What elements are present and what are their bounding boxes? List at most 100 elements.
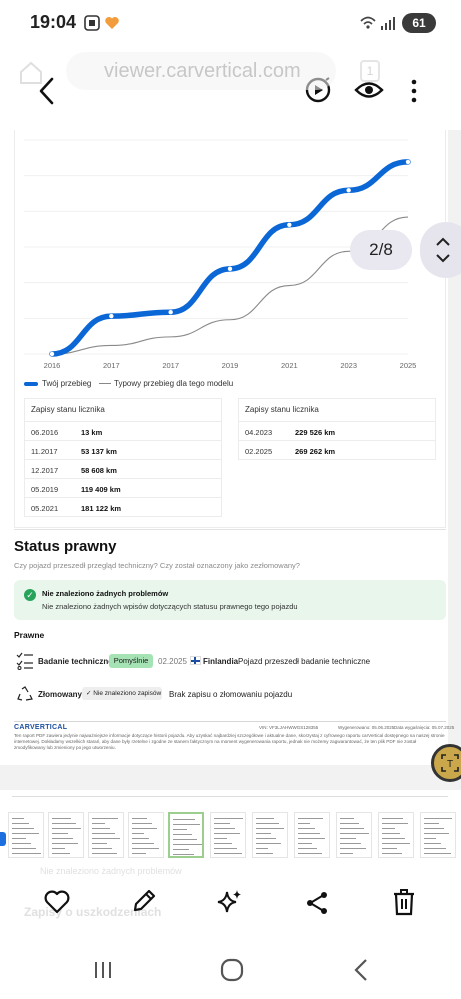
page-thumbnail[interactable] bbox=[210, 812, 246, 858]
x-tick-label: 2019 bbox=[222, 361, 239, 370]
google-lens-button[interactable]: T bbox=[431, 744, 461, 782]
page-thumbnail[interactable] bbox=[128, 812, 164, 858]
back-arrow-icon[interactable] bbox=[36, 76, 56, 106]
home-icon bbox=[20, 61, 42, 84]
record-value: 229 526 km bbox=[295, 428, 336, 437]
mileage-chart: 2016 2017 2017 2019 2021 2023 2025 bbox=[24, 139, 417, 370]
record-date: 05.2021 bbox=[31, 504, 59, 513]
ghost-text-2: Zapisy o uszkodzeniach bbox=[24, 905, 162, 919]
x-tick-label: 2021 bbox=[281, 361, 298, 370]
record-date: 12.2017 bbox=[31, 466, 59, 475]
data-point-marker bbox=[287, 222, 292, 227]
svg-text:T: T bbox=[447, 759, 453, 770]
data-point-marker bbox=[405, 159, 411, 165]
page-up-down-icon bbox=[436, 237, 450, 263]
system-nav-bar bbox=[0, 945, 461, 999]
signal-icon bbox=[381, 17, 395, 30]
record-value: 53 137 km bbox=[81, 447, 117, 456]
legend-swatch-yours bbox=[24, 382, 38, 386]
no-issues-banner: ✓ Nie znaleziono żadnych problemów Nie z… bbox=[14, 580, 446, 620]
scrapped-label: Złomowany bbox=[38, 690, 83, 699]
battery-level: 61 bbox=[412, 16, 426, 30]
data-point-marker bbox=[168, 309, 173, 315]
data-point-marker bbox=[346, 188, 351, 193]
edit-pencil-icon[interactable] bbox=[131, 888, 157, 914]
status-bar: 19:04 61 bbox=[0, 0, 461, 46]
more-options-icon[interactable] bbox=[409, 78, 419, 104]
carvertical-logo: CARVERTICAL bbox=[14, 724, 68, 731]
table-row: 11.2017 53 137 km bbox=[25, 440, 221, 459]
legal-status-title: Status prawny bbox=[14, 538, 117, 555]
record-value: 58 608 km bbox=[81, 466, 117, 475]
table-row: 12.2017 58 608 km bbox=[25, 459, 221, 478]
ai-sparkle-icon[interactable] bbox=[216, 888, 244, 916]
x-tick-label: 2025 bbox=[400, 361, 417, 370]
scrapped-status-badge: ✓ Nie znaleziono zapisów bbox=[82, 687, 162, 700]
page-thumbnail[interactable] bbox=[88, 812, 124, 858]
ghost-url-text: viewer.carvertical.com bbox=[104, 60, 301, 82]
odometer-table-right: Zapisy stanu licznika 04.2023 229 526 km … bbox=[238, 398, 436, 460]
legend-swatch-typical bbox=[99, 383, 111, 384]
odometer-table-title: Zapisy stanu licznika bbox=[245, 405, 319, 414]
page-scroll-handle[interactable] bbox=[420, 222, 461, 278]
data-point-marker bbox=[227, 266, 233, 272]
home-button-icon[interactable] bbox=[220, 958, 244, 982]
legal-status-subtitle: Czy pojazd przeszedł przegląd techniczny… bbox=[14, 561, 300, 570]
ghost-tab-count: 1 bbox=[360, 60, 380, 82]
footer-disclaimer: Ten raport PDF zawiera jedynie najważnie… bbox=[14, 733, 445, 751]
page-thumbnail[interactable] bbox=[252, 812, 288, 858]
finland-flag-icon bbox=[190, 656, 201, 665]
action-bar bbox=[0, 880, 461, 940]
inspection-note: Pojazd przeszedł badanie techniczne bbox=[238, 657, 371, 666]
record-date: 04.2023 bbox=[245, 428, 273, 437]
delete-trash-icon[interactable] bbox=[392, 888, 416, 916]
page-thumbnail[interactable] bbox=[420, 812, 456, 858]
page-thumbnail[interactable] bbox=[336, 812, 372, 858]
footer-vin: VIN: VF3LJAHWWGS128355 bbox=[259, 725, 319, 730]
legend-label-typical: Typowy przebieg dla tego modelu bbox=[114, 379, 234, 388]
ghost-address-bar: viewer.carvertical.com bbox=[66, 52, 336, 90]
screenshot-icon bbox=[84, 15, 100, 31]
favorite-heart-icon[interactable] bbox=[44, 890, 70, 914]
thumbnail-strip-divider bbox=[12, 796, 448, 797]
system-back-icon[interactable] bbox=[352, 958, 370, 982]
checklist-icon bbox=[16, 652, 33, 670]
ghost-text-1: Nie znaleziono żadnych problemów bbox=[40, 866, 182, 876]
record-value: 119 409 km bbox=[81, 485, 121, 494]
record-value: 181 122 km bbox=[81, 504, 122, 513]
wifi-icon bbox=[360, 16, 376, 29]
inspection-date: 02.2025 bbox=[158, 657, 187, 666]
page-indicator: 2/8 bbox=[350, 230, 412, 270]
inspection-status-badge: Pomyślnie bbox=[109, 654, 153, 668]
table-row: 02.2025 269 262 km bbox=[239, 440, 435, 459]
inspection-label: Badanie techniczne bbox=[38, 657, 113, 666]
page-thumbnail[interactable] bbox=[294, 812, 330, 858]
footer-divider bbox=[14, 721, 446, 722]
inspection-country: Finlandia bbox=[203, 657, 239, 666]
odometer-table-left: Zapisy stanu licznika 06.2016 13 km 11.20… bbox=[24, 398, 222, 517]
clock: 19:04 bbox=[30, 12, 77, 32]
x-tick-label: 2023 bbox=[340, 361, 357, 370]
record-date: 11.2017 bbox=[31, 447, 58, 456]
battery-indicator: 61 bbox=[402, 13, 436, 33]
footer-generated: Wygenerowano: 05.06.2025 bbox=[338, 725, 395, 730]
odometer-table-title: Zapisy stanu licznika bbox=[31, 405, 105, 414]
page-thumbnail[interactable] bbox=[168, 812, 204, 858]
scrapped-note: Brak zapisu o złomowaniu pojazdu bbox=[169, 690, 293, 699]
table-row: 05.2021 181 122 km bbox=[25, 497, 221, 516]
page-thumbnail[interactable] bbox=[378, 812, 414, 858]
footer-expires: Data wygaśnięcia: 05.07.2025 bbox=[394, 725, 455, 730]
record-value: 269 262 km bbox=[295, 447, 336, 456]
eye-icon[interactable] bbox=[354, 79, 384, 101]
thumbnail-scroll-marker bbox=[0, 832, 6, 846]
recent-apps-icon[interactable] bbox=[92, 959, 114, 981]
recycle-icon bbox=[17, 686, 33, 701]
table-row: 04.2023 229 526 km bbox=[239, 421, 435, 440]
page-thumbnail[interactable] bbox=[48, 812, 84, 858]
share-icon[interactable] bbox=[304, 890, 330, 916]
record-date: 05.2019 bbox=[31, 485, 59, 494]
page-thumbnail[interactable] bbox=[8, 812, 44, 858]
lens-scan-icon: T bbox=[441, 754, 459, 772]
table-row: 05.2019 119 409 km bbox=[25, 478, 221, 497]
legend-label-yours: Twój przebieg bbox=[42, 379, 92, 388]
